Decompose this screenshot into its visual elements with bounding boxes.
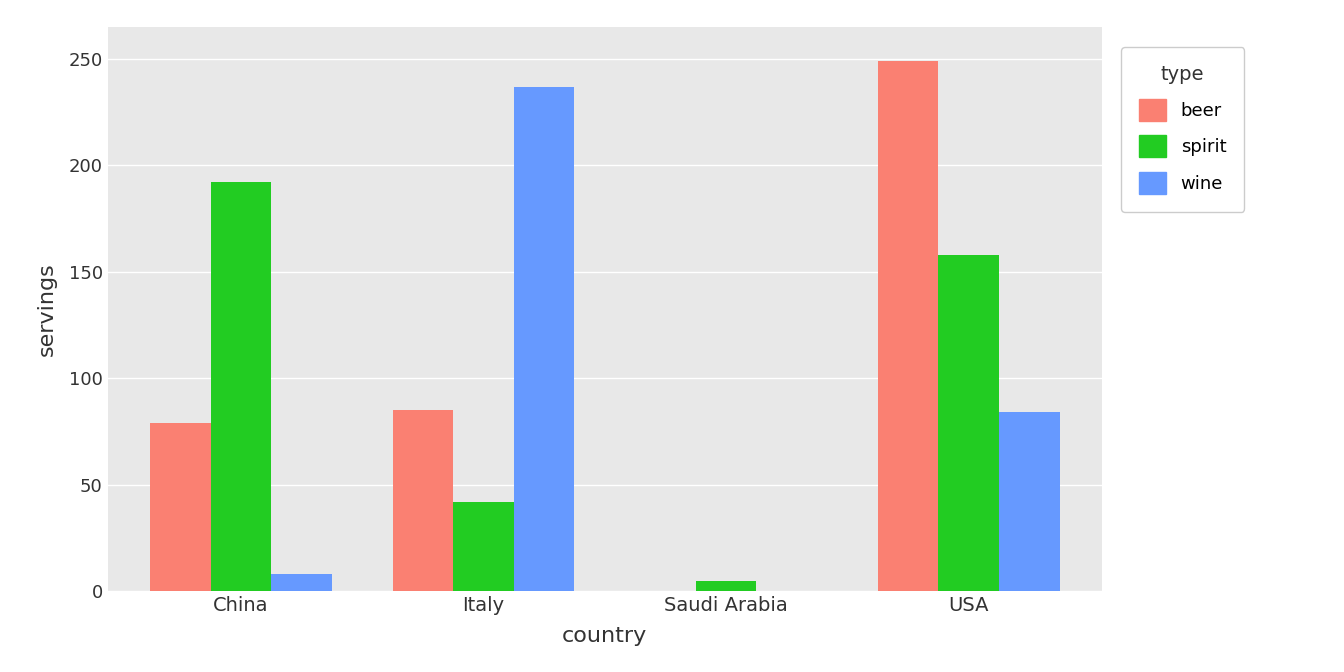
Bar: [151, 423, 211, 591]
Y-axis label: servings: servings: [38, 262, 58, 356]
Bar: [878, 61, 938, 591]
Bar: [938, 255, 999, 591]
Bar: [453, 502, 513, 591]
Bar: [211, 182, 271, 591]
X-axis label: country: country: [562, 626, 648, 646]
Bar: [392, 411, 453, 591]
Bar: [271, 575, 332, 591]
Legend: beer, spirit, wine: beer, spirit, wine: [1121, 47, 1245, 212]
Bar: [513, 87, 574, 591]
Bar: [696, 581, 757, 591]
Bar: [999, 413, 1059, 591]
